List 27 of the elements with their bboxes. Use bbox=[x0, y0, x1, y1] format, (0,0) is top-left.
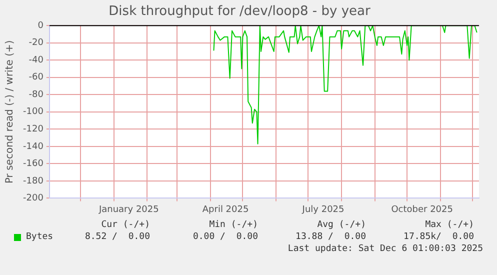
y-tick-label: -180 bbox=[22, 176, 44, 186]
y-tick-label: -40 bbox=[28, 55, 44, 66]
y-tick-label: -140 bbox=[22, 142, 44, 152]
text: Max (-/+) bbox=[424, 220, 474, 230]
y-tick-label: -60 bbox=[28, 72, 44, 83]
y-tick-label: -80 bbox=[28, 90, 44, 100]
chart-title: Disk throughput for /dev/loop8 - by year bbox=[108, 4, 371, 20]
text: 13.88 / 0.00 bbox=[294, 232, 366, 242]
legend-label: Bytes bbox=[26, 232, 54, 242]
text: Cur (-/+) bbox=[100, 220, 150, 230]
y-tick-label: -200 bbox=[22, 194, 44, 204]
text: Avg (-/+) bbox=[316, 220, 366, 230]
y-tick-label: 0 bbox=[38, 20, 44, 31]
x-tick-label: January 2025 bbox=[98, 204, 159, 215]
text: 8.52 / 0.00 bbox=[84, 232, 150, 242]
y-tick-label: -120 bbox=[22, 124, 44, 135]
y-tick-label: -100 bbox=[22, 107, 44, 118]
text: Last update: Sat Dec 6 01:00:03 2025 bbox=[286, 244, 484, 254]
y-tick-label: -160 bbox=[22, 159, 44, 170]
text: 17.85k/ 0.00 bbox=[402, 232, 474, 242]
x-tick-label: October 2025 bbox=[391, 204, 453, 215]
y-axis-title: Pr second read (-) / write (+) bbox=[4, 40, 16, 184]
text: Min (-/+) bbox=[208, 220, 258, 230]
x-tick-label: July 2025 bbox=[301, 204, 344, 215]
text: 0.00 / 0.00 bbox=[192, 232, 258, 242]
y-tick-label: -20 bbox=[28, 38, 44, 48]
x-tick-label: April 2025 bbox=[202, 204, 249, 215]
